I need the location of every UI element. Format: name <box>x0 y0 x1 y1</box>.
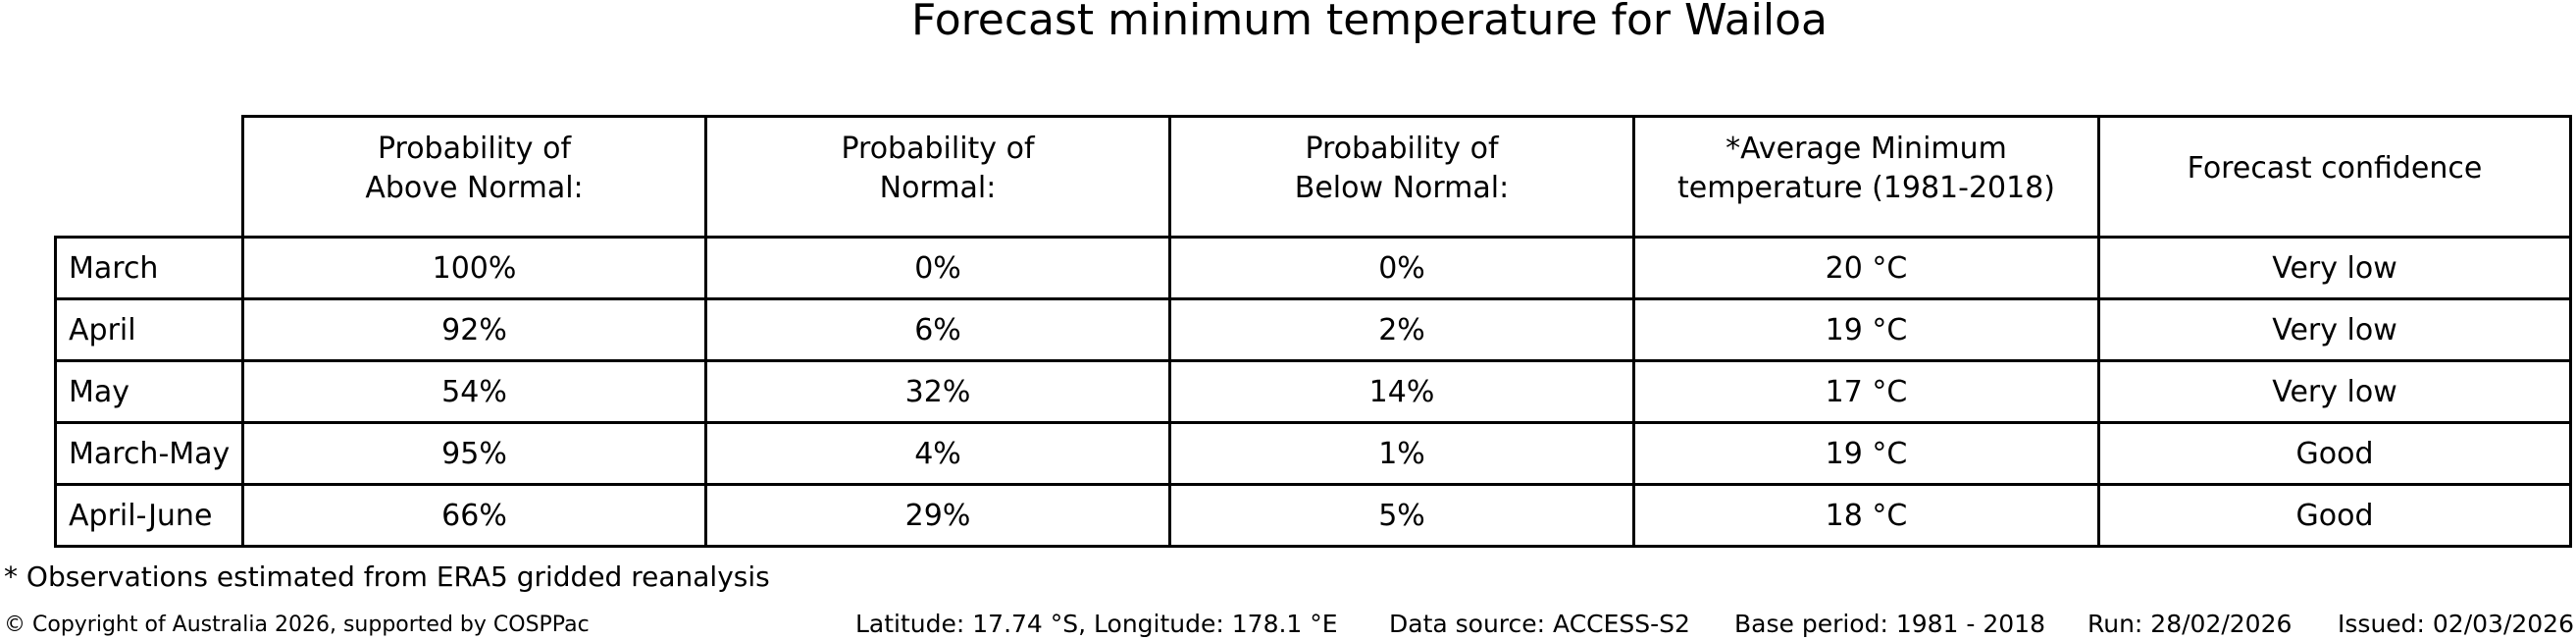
footnote-era5: * Observations estimated from ERA5 gridd… <box>4 560 770 593</box>
row-label: March-May <box>54 421 244 486</box>
cell-below-normal: 1% <box>1168 421 1635 486</box>
cell-above-normal: 100% <box>241 236 707 300</box>
data-source-text: Data source: ACCESS-S2 <box>1389 610 1690 638</box>
row-label: April <box>54 297 244 362</box>
cell-forecast-confidence: Very low <box>2097 359 2572 424</box>
row-label: April-June <box>54 483 244 548</box>
cell-average-min-temp: 17 °C <box>1632 359 2100 424</box>
cell-average-min-temp: 18 °C <box>1632 483 2100 548</box>
table-row: March-May 95% 4% 1% 19 °C Good <box>54 421 2572 486</box>
base-period-text: Base period: 1981 - 2018 <box>1734 610 2045 638</box>
cell-average-min-temp: 19 °C <box>1632 297 2100 362</box>
cell-normal: 32% <box>704 359 1171 424</box>
cell-above-normal: 54% <box>241 359 707 424</box>
cell-forecast-confidence: Very low <box>2097 236 2572 300</box>
table-row: May 54% 32% 14% 17 °C Very low <box>54 359 2572 424</box>
location-text: Latitude: 17.74 °S, Longitude: 178.1 °E <box>855 610 1338 638</box>
cell-below-normal: 2% <box>1168 297 1635 362</box>
row-label: May <box>54 359 244 424</box>
cell-average-min-temp: 20 °C <box>1632 236 2100 300</box>
cell-above-normal: 92% <box>241 297 707 362</box>
cell-below-normal: 0% <box>1168 236 1635 300</box>
cell-forecast-confidence: Good <box>2097 421 2572 486</box>
cell-normal: 4% <box>704 421 1171 486</box>
cell-forecast-confidence: Very low <box>2097 297 2572 362</box>
forecast-table: Probability of Above Normal: Probability… <box>54 115 2572 548</box>
table-row: April-June 66% 29% 5% 18 °C Good <box>54 483 2572 548</box>
column-header-normal: Probability of Normal: <box>704 115 1171 239</box>
copyright-text: © Copyright of Australia 2026, supported… <box>4 613 590 637</box>
cell-below-normal: 5% <box>1168 483 1635 548</box>
cell-above-normal: 95% <box>241 421 707 486</box>
cell-normal: 0% <box>704 236 1171 300</box>
column-header-below-normal: Probability of Below Normal: <box>1168 115 1635 239</box>
page-title: Forecast minimum temperature for Wailoa <box>911 0 1828 45</box>
cell-normal: 29% <box>704 483 1171 548</box>
cell-forecast-confidence: Good <box>2097 483 2572 548</box>
run-date-text: Run: 28/02/2026 <box>2087 610 2293 638</box>
table-row: April 92% 6% 2% 19 °C Very low <box>54 297 2572 362</box>
cell-average-min-temp: 19 °C <box>1632 421 2100 486</box>
column-header-forecast-confidence: Forecast confidence <box>2097 115 2572 239</box>
cell-normal: 6% <box>704 297 1171 362</box>
table-corner-blank <box>56 117 243 238</box>
table-row: March 100% 0% 0% 20 °C Very low <box>54 236 2572 300</box>
column-header-average-min-temp: *Average Minimum temperature (1981-2018) <box>1632 115 2100 239</box>
column-header-above-normal: Probability of Above Normal: <box>241 115 707 239</box>
row-label: March <box>54 236 244 300</box>
table-header-row: Probability of Above Normal: Probability… <box>56 115 2572 239</box>
cell-below-normal: 14% <box>1168 359 1635 424</box>
cell-above-normal: 66% <box>241 483 707 548</box>
issued-date-text: Issued: 02/03/2026 <box>2338 610 2574 638</box>
